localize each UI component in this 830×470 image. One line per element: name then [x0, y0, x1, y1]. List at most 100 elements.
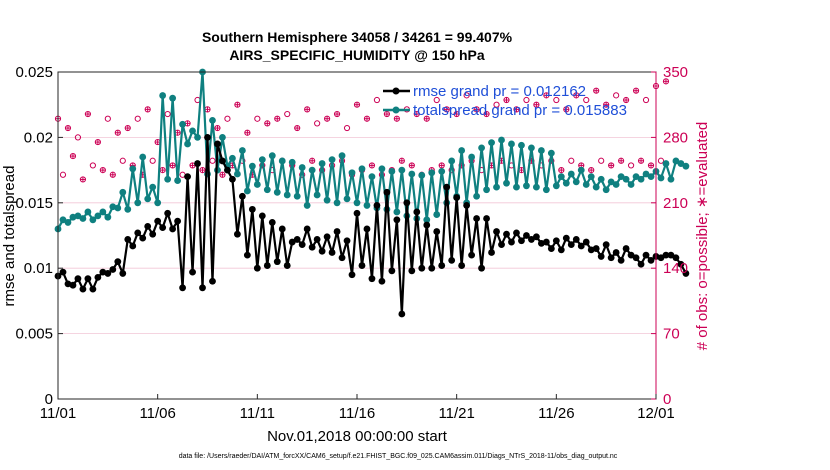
- obs-count-marker: [164, 110, 171, 118]
- rmse-point: [533, 233, 540, 241]
- rmse-point: [348, 271, 356, 279]
- legend-spread-label: totalspread grand pr = 0.015883: [413, 102, 627, 119]
- obs-count-marker: [79, 176, 87, 183]
- rmse-point: [273, 258, 281, 266]
- y-left-tick-label: 0.02: [24, 129, 53, 146]
- obs-count-marker: [647, 162, 655, 169]
- x-tick-label: 11/06: [139, 405, 175, 422]
- obs-possible-mark: [662, 78, 670, 85]
- obs-count-marker: [438, 162, 445, 169]
- rmse-point: [293, 236, 301, 243]
- y-axis-left: 0 0.005 0.01 0.015 0.02 0.025: [15, 64, 63, 408]
- obs-possible-mark: [164, 110, 171, 118]
- obs-possible-mark: [513, 106, 520, 113]
- obs-count-marker: [657, 157, 665, 164]
- y-axis-right: 0 70 140 210 280 350: [651, 64, 688, 408]
- rmse-point: [463, 202, 471, 209]
- rmse-point: [189, 268, 196, 276]
- rmse-point: [682, 270, 690, 277]
- obs-count-marker: [662, 78, 670, 85]
- obs-count-marker: [169, 162, 176, 169]
- totalspread-point: [159, 92, 167, 99]
- obs-count-marker: [483, 110, 490, 118]
- obs-possible-mark: [284, 110, 291, 118]
- plot-area: [58, 72, 656, 399]
- obs-possible-mark: [583, 96, 590, 104]
- totalspread-point: [378, 165, 386, 173]
- obs-count-marker: [59, 171, 67, 178]
- rmse-point: [353, 209, 361, 217]
- obs-count-marker: [373, 96, 381, 104]
- obs-possible-mark: [618, 157, 625, 164]
- rmse-point: [508, 238, 515, 246]
- obs-count-marker: [563, 106, 570, 113]
- totalspread-point: [278, 157, 286, 165]
- totalspread-point: [542, 186, 550, 194]
- y-right-tick-label: 350: [663, 64, 688, 81]
- totalspread-point: [89, 216, 97, 224]
- rmse-point: [582, 238, 590, 246]
- rmse-point: [363, 225, 371, 233]
- y-left-tick-label: 0.01: [24, 260, 53, 277]
- legend-rmse-marker: [392, 87, 400, 95]
- obs-count-marker: [573, 92, 580, 99]
- rmse-point: [562, 234, 570, 242]
- totalspread-point: [582, 181, 590, 188]
- totalspread-point: [567, 170, 575, 178]
- totalspread-point: [353, 199, 361, 207]
- obs-possible-mark: [59, 171, 67, 178]
- obs-count-marker: [149, 157, 156, 164]
- totalspread-point: [74, 212, 82, 220]
- legend: rmse grand pr = 0.012162 totalspread gra…: [383, 83, 627, 119]
- rmse-point: [567, 241, 575, 249]
- rmse-point: [154, 217, 162, 225]
- rmse-point: [547, 245, 555, 252]
- obs-count-marker: [618, 157, 625, 164]
- rmse-point: [403, 199, 411, 207]
- totalspread-point: [358, 165, 366, 173]
- rmse-point: [443, 183, 451, 191]
- obs-count-marker: [109, 171, 116, 178]
- totalspread-point: [164, 175, 172, 183]
- rmse-point: [373, 202, 381, 209]
- obs-count-marker: [304, 106, 311, 113]
- obs-count-marker: [134, 115, 141, 122]
- obs-possible-mark: [383, 110, 390, 118]
- rmse-point: [313, 236, 321, 243]
- totalspread-point: [498, 136, 505, 144]
- rmse-point: [263, 262, 271, 269]
- totalspread-point: [672, 157, 680, 165]
- obs-possible-mark: [413, 110, 420, 118]
- totalspread-point: [398, 166, 406, 174]
- obs-count-marker: [114, 129, 121, 136]
- obs-possible-mark: [493, 101, 500, 108]
- y-left-tick-label: 0.005: [15, 326, 53, 343]
- totalspread-point: [243, 187, 251, 195]
- totalspread-point: [622, 175, 630, 183]
- rmse-point: [238, 192, 246, 200]
- obs-possible-mark: [199, 167, 206, 174]
- rmse-point: [318, 247, 326, 255]
- totalspread-point: [523, 182, 530, 190]
- obs-possible-mark: [134, 115, 141, 122]
- obs-count-marker: [598, 157, 605, 164]
- obs-count-marker: [613, 92, 620, 99]
- obs-possible-mark: [443, 106, 450, 113]
- rmse-point: [84, 275, 92, 283]
- totalspread-point: [253, 181, 261, 188]
- totalspread-point: [528, 144, 535, 152]
- rmse-point: [518, 237, 525, 245]
- x-axis: 11/01 11/06 11/11 11/16 11/21 11/26 12/01: [40, 394, 675, 422]
- totalspread-point: [483, 186, 490, 194]
- obs-possible-mark: [244, 129, 251, 136]
- rmse-point: [134, 229, 142, 237]
- obs-possible-mark: [64, 124, 72, 132]
- rmse-point: [368, 275, 376, 283]
- obs-count-marker: [593, 87, 600, 94]
- y-right-tick-label: 0: [663, 391, 671, 408]
- obs-possible-mark: [632, 87, 640, 94]
- obs-count-marker: [353, 101, 361, 108]
- totalspread-point: [468, 153, 476, 161]
- rmse-point: [388, 267, 396, 275]
- obs-possible-mark: [368, 162, 376, 169]
